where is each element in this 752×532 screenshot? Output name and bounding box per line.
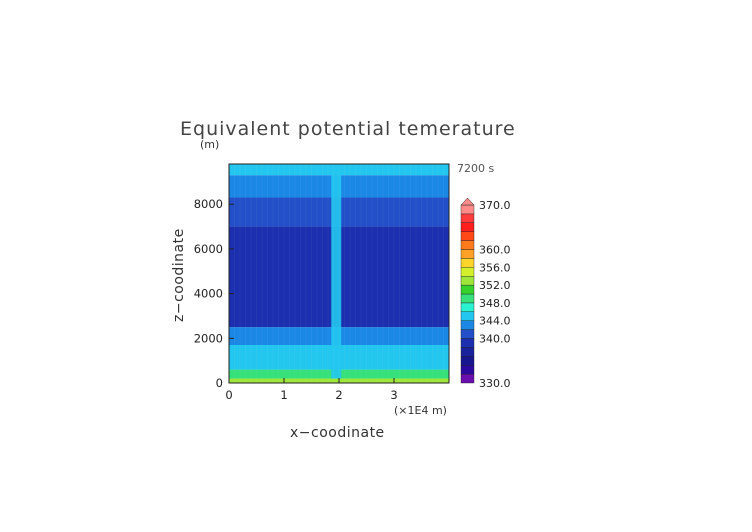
colorbar-swatch xyxy=(460,284,475,295)
heatmap-band xyxy=(229,164,449,176)
y-tick-label: 6000 xyxy=(194,242,223,256)
colorbar-swatch xyxy=(460,365,475,375)
colorbar-swatch xyxy=(460,293,475,304)
colorbar-tick-label: 330.0 xyxy=(479,377,511,390)
x-unit-label: (×1E4 m) xyxy=(394,404,447,417)
colorbar-swatch xyxy=(460,276,475,286)
colorbar xyxy=(460,197,475,384)
colorbar-swatch xyxy=(460,222,475,232)
colorbar-tick-label: 370.0 xyxy=(479,199,511,212)
colorbar-swatch xyxy=(460,329,475,339)
heatmap-plot xyxy=(229,164,449,383)
colorbar-tick-label: 340.0 xyxy=(479,333,511,346)
colorbar-tick-label: 356.0 xyxy=(479,261,511,274)
x-tick-label: 3 xyxy=(390,388,397,402)
colorbar-swatch xyxy=(460,373,475,384)
y-tick-label: 0 xyxy=(216,376,223,390)
y-axis-label: z−coodinate xyxy=(171,228,187,322)
x-tick-label: 2 xyxy=(335,388,342,402)
colorbar-tick-label: 360.0 xyxy=(479,244,511,257)
y-unit-label: (m) xyxy=(200,138,219,151)
chart-title: Equivalent potential temerature xyxy=(180,118,516,140)
colorbar-swatch xyxy=(460,311,475,321)
updraft-column xyxy=(331,175,342,379)
time-label: 7200 s xyxy=(457,162,494,175)
colorbar-tick-label: 352.0 xyxy=(479,279,511,292)
colorbar-tick-label: 344.0 xyxy=(479,315,511,328)
colorbar-swatch xyxy=(460,240,475,250)
y-tick-label: 4000 xyxy=(194,287,223,301)
colorbar-tick-label: 348.0 xyxy=(479,297,511,310)
colorbar-swatch xyxy=(460,231,475,241)
colorbar-swatch xyxy=(460,267,475,277)
colorbar-swatch xyxy=(460,302,475,312)
colorbar-tick-labels: 370.0 360.0 356.0 352.0 348.0 344.0 340.0 330.0 xyxy=(479,199,511,390)
colorbar-swatch xyxy=(460,347,475,357)
x-tick-label: 1 xyxy=(280,388,287,402)
colorbar-swatch xyxy=(460,213,475,223)
colorbar-swatch xyxy=(460,320,475,330)
x-axis-ticks: 0 1 2 3 xyxy=(225,378,398,402)
colorbar-overflow-arrow xyxy=(460,197,475,206)
x-tick-label: 0 xyxy=(225,388,232,402)
colorbar-swatch xyxy=(460,204,475,215)
y-tick-label: 2000 xyxy=(194,331,223,345)
y-tick-label: 8000 xyxy=(194,197,223,211)
colorbar-swatch xyxy=(460,249,475,259)
x-axis-label: x−coodinate xyxy=(290,425,385,441)
colorbar-swatch xyxy=(460,258,475,268)
y-axis-ticks: 0 2000 4000 6000 8000 xyxy=(194,197,234,390)
colorbar-swatch xyxy=(460,356,475,366)
colorbar-swatch xyxy=(460,338,475,348)
